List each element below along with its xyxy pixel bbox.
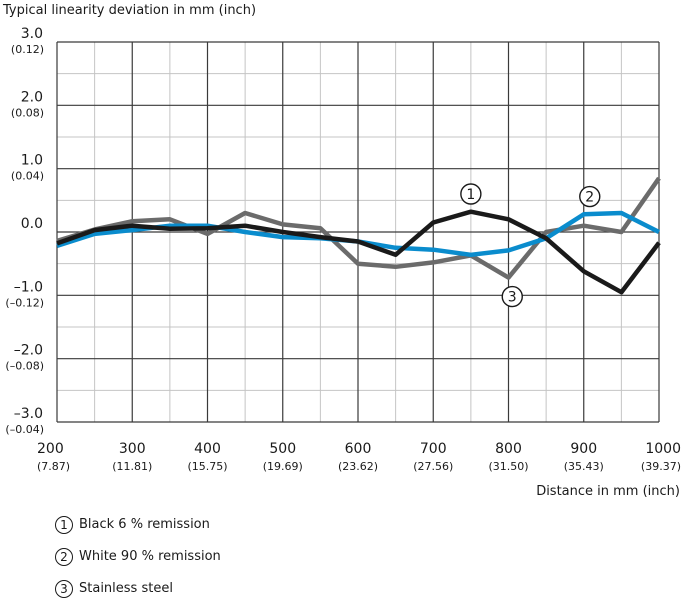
series-lines — [56, 176, 661, 295]
y-tick-label: –3.0 — [14, 406, 43, 422]
legend: 1 Black 6 % remission 2 White 90 % remissi… — [55, 514, 221, 610]
annotation-circle-3 — [501, 285, 523, 308]
x-axis-label: Distance in mm (inch) — [536, 484, 680, 499]
x-tick-sublabel: (23.62) — [338, 460, 378, 473]
y-tick-label: –2.0 — [14, 343, 43, 359]
legend-item-2: 2 White 90 % remission — [55, 546, 221, 578]
legend-marker-2: 2 — [55, 547, 73, 566]
annotation-label-3: 3 — [508, 290, 517, 306]
legend-item-1: 1 Black 6 % remission — [55, 514, 221, 546]
legend-label-2: White 90 % remission — [79, 549, 221, 564]
legend-label-3: Stainless steel — [79, 581, 173, 596]
annotation-circle-2 — [579, 185, 601, 208]
y-tick-label: 1.0 — [21, 153, 43, 169]
x-tick-label: 400 — [194, 441, 221, 457]
linearity-chart: 1 23 3.0(0.12)2.0(0.08)1.0(0.04)0.0–1.0(–… — [2, 3, 681, 499]
legend-item-3: 3 Stainless steel — [55, 578, 221, 610]
y-tick-sublabel: (0.04) — [11, 170, 44, 183]
x-tick-label: 300 — [119, 441, 146, 457]
legend-marker-3: 3 — [55, 579, 73, 598]
y-tick-label: 2.0 — [21, 89, 43, 105]
chart-title: Typical linearity deviation in mm (inch) — [2, 3, 256, 18]
y-tick-label: –1.0 — [14, 279, 43, 295]
annotation-label-2: 2 — [585, 190, 594, 206]
x-tick-label: 900 — [570, 441, 597, 457]
tick-labels: 3.0(0.12) 2.0(0.08) 1.0(0.04) 0.0 –1.0(–0.12… — [5, 26, 681, 473]
x-tick-sublabel: (11.81) — [112, 460, 152, 473]
x-tick-sublabel: (39.37) — [641, 460, 681, 473]
annotation-label-1: 1 — [466, 187, 475, 203]
series-line-1 — [56, 209, 661, 295]
x-tick-label: 600 — [345, 441, 372, 457]
x-tick-label: 700 — [420, 441, 447, 457]
x-tick-sublabel: (27.56) — [413, 460, 453, 473]
y-tick-sublabel: (–0.08) — [5, 360, 44, 373]
y-tick-sublabel: (–0.12) — [5, 296, 44, 309]
x-tick-label: 200 — [37, 441, 64, 457]
x-tick-sublabel: (31.50) — [488, 460, 528, 473]
x-tick-sublabel: (19.69) — [263, 460, 303, 473]
annotations: 1 2 3 — [460, 183, 601, 308]
x-tick-label: 800 — [495, 441, 522, 457]
y-tick-label: 3.0 — [21, 26, 43, 42]
annotation-circle-1 — [460, 183, 482, 205]
x-tick-sublabel: (7.87) — [37, 460, 70, 473]
legend-marker-1: 1 — [55, 515, 73, 534]
x-tick-label: 1000 — [645, 441, 681, 457]
x-tick-sublabel: (15.75) — [187, 460, 227, 473]
grid — [56, 41, 660, 423]
y-tick-sublabel: (0.12) — [11, 43, 44, 56]
y-tick-sublabel: (0.08) — [11, 106, 44, 119]
x-tick-label: 500 — [269, 441, 296, 457]
y-tick-label: 0.0 — [21, 216, 43, 232]
legend-label-1: Black 6 % remission — [79, 517, 210, 532]
y-tick-sublabel: (–0.04) — [5, 423, 44, 436]
x-tick-sublabel: (35.43) — [564, 460, 604, 473]
